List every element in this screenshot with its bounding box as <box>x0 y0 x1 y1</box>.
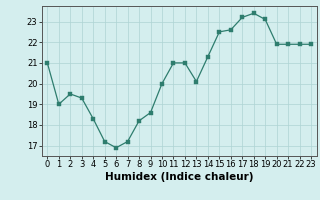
X-axis label: Humidex (Indice chaleur): Humidex (Indice chaleur) <box>105 172 253 182</box>
